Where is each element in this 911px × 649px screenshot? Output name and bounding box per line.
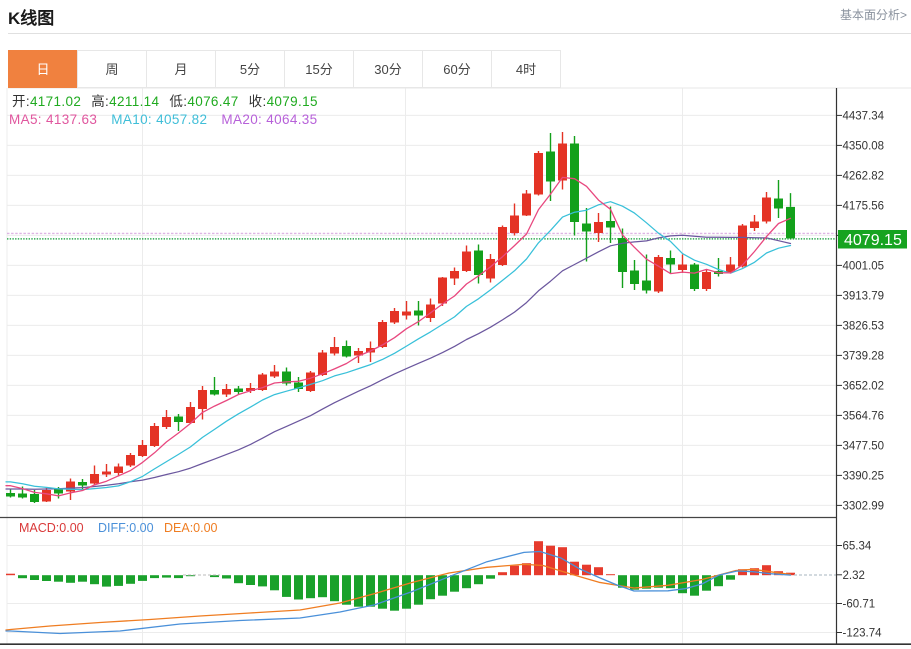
svg-text:DIFF:0.00: DIFF:0.00 [98, 521, 154, 535]
svg-text:4001.05: 4001.05 [843, 260, 885, 272]
svg-text:4079.15: 4079.15 [844, 232, 902, 249]
svg-text:3302.99: 3302.99 [843, 500, 885, 512]
svg-text:65.34: 65.34 [843, 541, 872, 553]
svg-text:-123.74: -123.74 [843, 628, 883, 640]
svg-text:2.32: 2.32 [843, 570, 865, 582]
svg-text:3652.02: 3652.02 [843, 380, 885, 392]
svg-text:3564.76: 3564.76 [843, 410, 885, 422]
svg-text:开:4171.02高:4211.14低:4076.47收:4: 开:4171.02 高:4211.14 低:4076.47 收:4079.15 [12, 93, 318, 109]
svg-text:DEA:0.00: DEA:0.00 [164, 521, 218, 535]
svg-text:3913.79: 3913.79 [843, 290, 885, 302]
svg-text:3390.25: 3390.25 [843, 470, 885, 482]
svg-text:4262.82: 4262.82 [843, 170, 885, 182]
svg-text:4437.34: 4437.34 [843, 110, 885, 122]
svg-text:3477.50: 3477.50 [843, 440, 885, 452]
svg-text:4350.08: 4350.08 [843, 140, 885, 152]
svg-text:3739.28: 3739.28 [843, 350, 885, 362]
svg-text:4175.56: 4175.56 [843, 200, 885, 212]
svg-text:3826.53: 3826.53 [843, 320, 885, 332]
svg-text:MACD:0.00: MACD:0.00 [19, 521, 84, 535]
svg-text:-60.71: -60.71 [843, 599, 876, 611]
